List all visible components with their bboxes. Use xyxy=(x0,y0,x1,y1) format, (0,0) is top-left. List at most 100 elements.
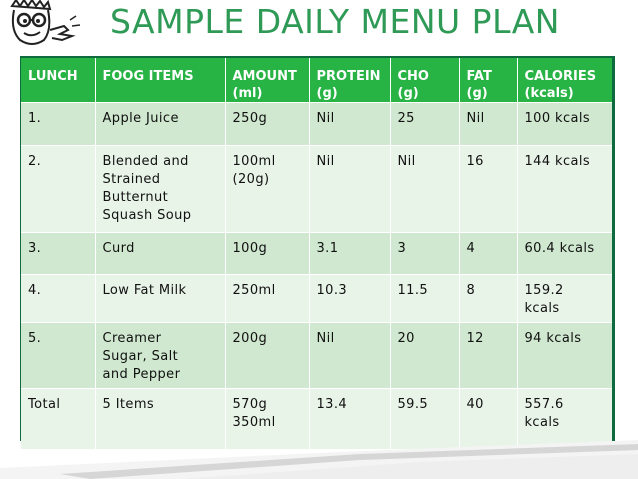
cell-text-line: 3 xyxy=(397,241,407,256)
table-cell: Nil xyxy=(309,102,391,146)
cell-text-line: Nil xyxy=(397,154,416,169)
cell-text-line: Sugar, Salt xyxy=(102,349,179,364)
cell-text-line: 557.6 xyxy=(524,397,564,412)
cell-text-line: 250g xyxy=(232,111,268,126)
cell-text-line: 11.5 xyxy=(397,283,429,298)
cell-text-line: Apple Juice xyxy=(102,111,179,126)
table-cell: 570g 350ml xyxy=(225,388,310,449)
column-header: CHO (g) xyxy=(390,58,460,103)
cell-text-line: (g) xyxy=(316,86,338,101)
table-cell: 3. xyxy=(21,232,96,275)
table-cell: 100g xyxy=(225,232,310,275)
table-cell: 4 xyxy=(459,232,518,275)
cell-text-line: 144 kcals xyxy=(524,154,591,169)
table-cell: 100ml (20g) xyxy=(225,145,310,233)
table-cell: 3.1 xyxy=(309,232,391,275)
cell-text-line: Creamer xyxy=(102,331,162,346)
table-cell: 94 kcals xyxy=(517,322,612,389)
table-row: 4. Low Fat Milk 250ml 10.3 11.5 8 159.2 k… xyxy=(21,274,612,323)
cell-text-line: 12 xyxy=(466,331,484,346)
table-cell: Nil xyxy=(390,145,460,233)
cell-text-line: (g) xyxy=(466,86,488,101)
cell-text-line: 8 xyxy=(466,283,476,298)
table-cell: 250g xyxy=(225,102,310,146)
table-cell: 25 xyxy=(390,102,460,146)
cell-text-line: 3. xyxy=(28,241,42,256)
cell-text-line: Nil xyxy=(316,111,335,126)
cell-text-line: Low Fat Milk xyxy=(102,283,187,298)
column-header: FOOG ITEMS xyxy=(95,58,226,103)
cell-text-line: Butternut xyxy=(102,190,169,205)
table-cell: 557.6 kcals xyxy=(517,388,612,449)
table-row: 2. Blended and Strained Butternut Squash So… xyxy=(21,145,612,233)
column-header: FAT (g) xyxy=(459,58,518,103)
table-cell: 13.4 xyxy=(309,388,391,449)
cell-text-line: (kcals) xyxy=(524,86,574,101)
table-cell: Creamer Sugar, Salt and Pepper xyxy=(95,322,226,389)
decorative-swoosh xyxy=(0,440,638,479)
cell-text-line: 2. xyxy=(28,154,42,169)
cell-text-line: 3.1 xyxy=(316,241,339,256)
page-title: SAMPLE DAILY MENU PLAN xyxy=(110,2,560,41)
cell-text-line: Squash Soup xyxy=(102,208,192,223)
cell-text-line: 5. xyxy=(28,331,42,346)
cell-text-line: 100g xyxy=(232,241,268,256)
cell-text-line: Curd xyxy=(102,241,135,256)
table-row: Total 5 Items 570g 350ml 13.4 59.5 40 557… xyxy=(21,388,612,449)
cell-text-line: 10.3 xyxy=(316,283,348,298)
table-cell: 12 xyxy=(459,322,518,389)
table-cell: 11.5 xyxy=(390,274,460,323)
cell-text-line: 5 Items xyxy=(102,397,155,412)
cell-text-line: Strained xyxy=(102,172,161,187)
table-cell: Blended and Strained Butternut Squash Soup xyxy=(95,145,226,233)
cell-text-line: 200g xyxy=(232,331,268,346)
table-cell: 60.4 kcals xyxy=(517,232,612,275)
table-cell: Nil xyxy=(309,145,391,233)
cell-text-line: CHO xyxy=(397,69,429,84)
table-cell: 5 Items xyxy=(95,388,226,449)
cell-text-line: Nil xyxy=(316,331,335,346)
cell-text-line: FOOG ITEMS xyxy=(102,69,194,84)
cell-text-line: 4. xyxy=(28,283,42,298)
table-cell: Total xyxy=(21,388,96,449)
table-cell: 5. xyxy=(21,322,96,389)
table-cell: 2. xyxy=(21,145,96,233)
cell-text-line: 100ml xyxy=(232,154,276,169)
table-cell: 8 xyxy=(459,274,518,323)
table-cell: 10.3 xyxy=(309,274,391,323)
cell-text-line: (20g) xyxy=(232,172,270,187)
cell-text-line: 94 kcals xyxy=(524,331,582,346)
column-header: CALORIES (kcals) xyxy=(517,58,612,103)
cell-text-line: 570g xyxy=(232,397,268,412)
menu-table: LUNCH FOOG ITEMS AMOUNT (ml) PROTEIN (g) C… xyxy=(21,58,612,449)
table-cell: 100 kcals xyxy=(517,102,612,146)
cell-text-line: PROTEIN xyxy=(316,69,381,84)
cell-text-line: 1. xyxy=(28,111,42,126)
cell-text-line: kcals xyxy=(524,301,560,316)
table-cell: 16 xyxy=(459,145,518,233)
cell-text-line: (g) xyxy=(397,86,419,101)
cell-text-line: 350ml xyxy=(232,415,276,430)
column-header: AMOUNT (ml) xyxy=(225,58,310,103)
table-cell: 200g xyxy=(225,322,310,389)
cell-text-line: 250ml xyxy=(232,283,276,298)
cell-text-line: FAT xyxy=(466,69,492,84)
table-cell: 4. xyxy=(21,274,96,323)
table-cell: 250ml xyxy=(225,274,310,323)
cell-text-line: Total xyxy=(28,397,61,412)
table-cell: 59.5 xyxy=(390,388,460,449)
cell-text-line: Blended and xyxy=(102,154,189,169)
table-header-row: LUNCH FOOG ITEMS AMOUNT (ml) PROTEIN (g) C… xyxy=(21,58,612,103)
cell-text-line: and Pepper xyxy=(102,367,181,382)
column-header: PROTEIN (g) xyxy=(309,58,391,103)
cell-text-line: 40 xyxy=(466,397,484,412)
cell-text-line: 16 xyxy=(466,154,484,169)
cell-text-line: 60.4 kcals xyxy=(524,241,595,256)
table-cell: 1. xyxy=(21,102,96,146)
cell-text-line: CALORIES xyxy=(524,69,597,84)
table-cell: Curd xyxy=(95,232,226,275)
table-cell: 3 xyxy=(390,232,460,275)
table-cell: Low Fat Milk xyxy=(95,274,226,323)
table-row: 5. Creamer Sugar, Salt and Pepper 200g Nil… xyxy=(21,322,612,389)
table-cell: 20 xyxy=(390,322,460,389)
